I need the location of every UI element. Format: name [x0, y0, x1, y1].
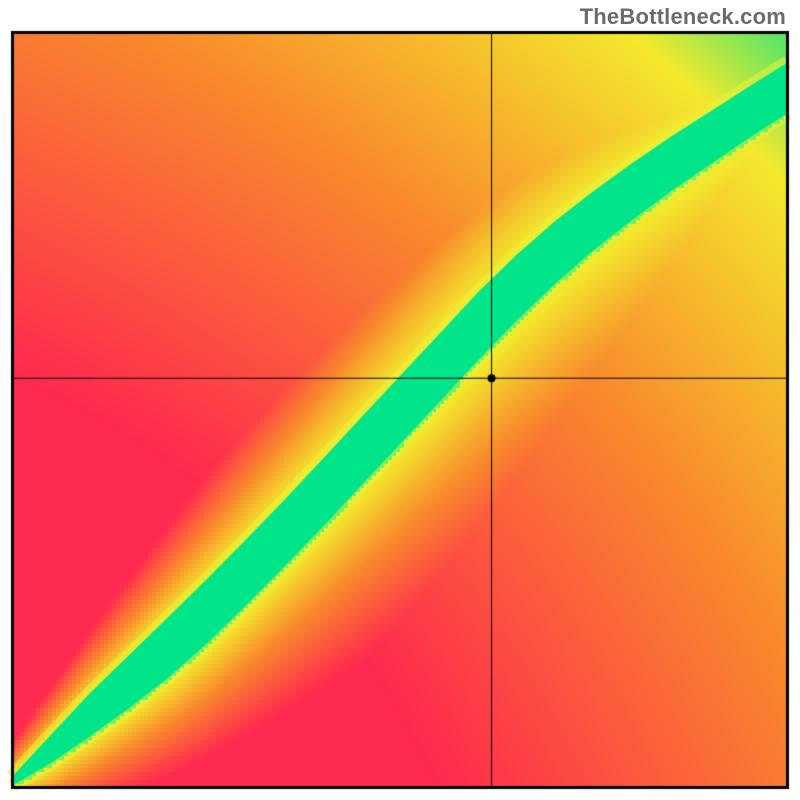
- bottleneck-heatmap-canvas: [0, 0, 800, 800]
- watermark-text: TheBottleneck.com: [580, 4, 786, 30]
- chart-container: TheBottleneck.com: [0, 0, 800, 800]
